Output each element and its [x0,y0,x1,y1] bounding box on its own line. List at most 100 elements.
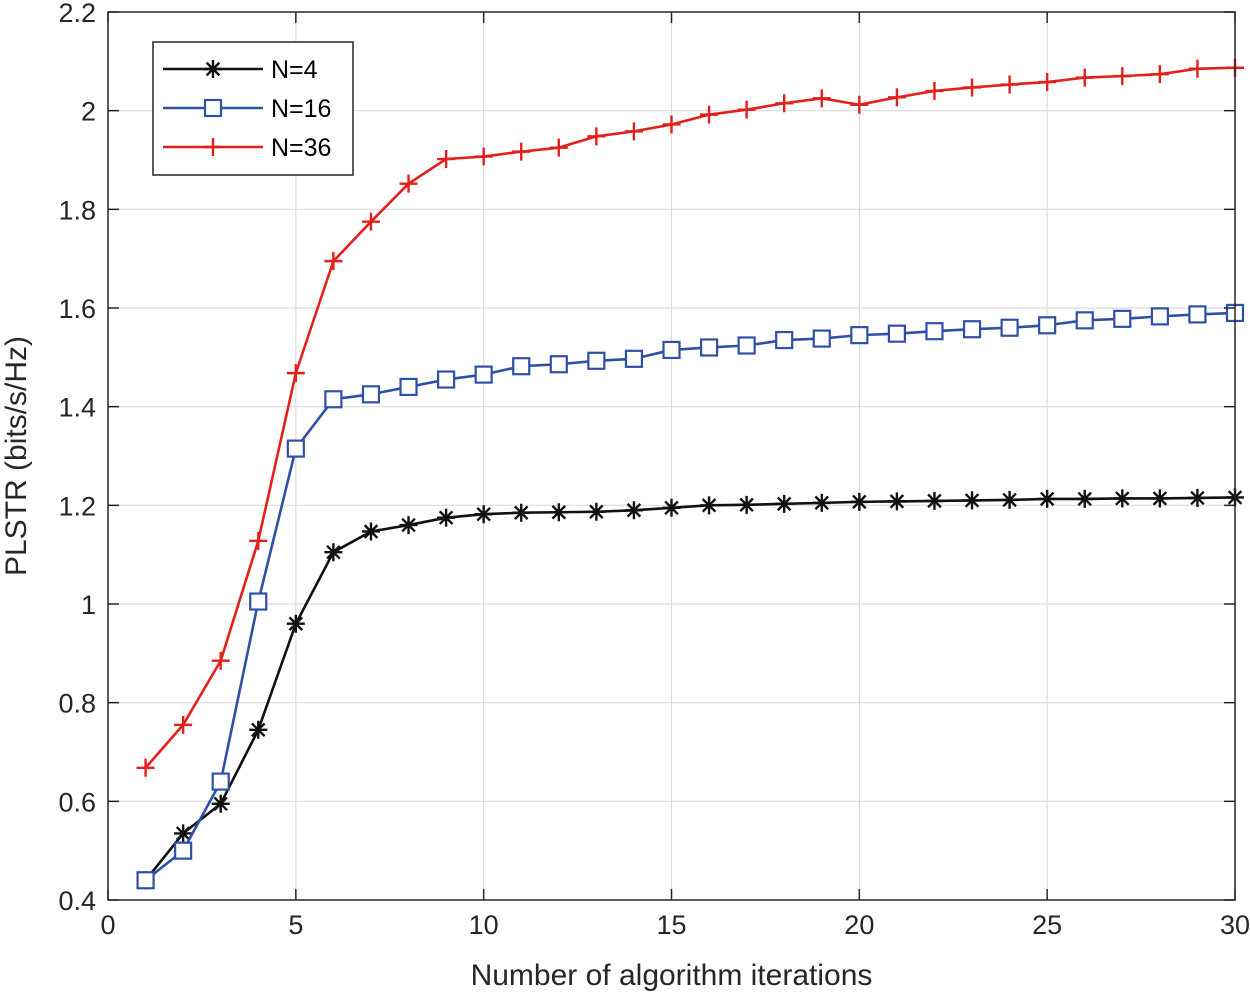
legend-item: N=16 [163,95,331,123]
data-point-square [812,329,831,348]
data-point-plus [963,78,982,97]
data-point-plus [1038,73,1057,92]
data-point-square [1150,307,1169,326]
data-point-plus [812,89,831,108]
data-point-plus [700,105,719,124]
data-point-plus [1150,65,1169,84]
data-point-asterisk [474,505,493,524]
data-point-asterisk [737,495,756,514]
data-point-square [887,324,907,343]
data-point-square [1038,316,1057,335]
series-n-4 [136,488,1244,890]
data-point-plus [399,174,418,193]
data-point-square [249,592,268,611]
data-point-square [203,98,223,118]
y-tick-label: 1.6 [58,294,96,324]
data-point-asterisk [249,720,268,739]
data-point-asterisk [1000,490,1019,509]
data-point-asterisk [662,498,681,517]
data-point-asterisk [812,493,831,512]
data-point-asterisk [211,794,230,813]
y-tick-label: 1 [81,590,96,620]
data-point-square [1188,305,1207,324]
y-tick-label: 0.6 [58,787,96,817]
data-point-asterisk [549,503,568,522]
data-point-plus [662,115,681,134]
x-tick-label: 30 [1220,910,1250,940]
data-point-plus [204,138,222,156]
data-point-asterisk [1113,489,1132,508]
data-point-square [286,439,305,458]
data-point-plus [1113,67,1132,86]
data-point-square [1075,311,1094,330]
legend-label: N=4 [271,56,318,84]
data-point-asterisk [1150,489,1169,508]
data-point-plus [512,142,531,161]
data-point-plus [737,100,756,119]
data-point-square [399,377,418,397]
x-axis-title: Number of algorithm iterations [471,959,873,992]
data-point-square [324,390,343,409]
x-tick-label: 0 [100,910,115,940]
data-point-asterisk [624,501,643,520]
data-point-asterisk [850,492,869,511]
x-tick-label: 25 [1032,910,1062,940]
data-point-plus [249,531,268,550]
x-tick-label: 15 [656,910,686,940]
data-point-square [136,871,155,890]
y-axis-title: PLSTR (bits/s/Hz) [0,336,33,576]
legend-item: N=4 [163,56,318,84]
data-point-square [474,365,493,384]
data-point-square [699,338,719,357]
data-point-plus [624,122,643,141]
data-point-square [775,330,794,350]
data-point-plus [1000,75,1019,94]
data-point-asterisk [286,614,305,633]
data-point-asterisk [399,516,418,535]
data-point-asterisk [1188,488,1207,507]
data-point-plus [587,127,606,146]
data-point-plus [1188,59,1207,78]
data-point-plus [549,138,568,157]
data-point-asterisk [1075,489,1094,508]
series-n-36 [136,58,1244,777]
x-tick-label: 20 [844,910,874,940]
y-tick-label: 1.2 [58,491,96,521]
y-tick-label: 1.8 [58,195,96,225]
axis-ticks: 0 5 10 15 20 25 30 0.4 0.6 0.8 1 1.2 1.4 1.6 1.8 2 2.2 [58,0,1250,940]
legend-label: N=16 [271,95,331,123]
data-point-square [361,385,381,404]
x-tick-label: 5 [288,910,303,940]
legend-item: N=36 [163,134,331,162]
y-tick-label: 1.4 [58,393,96,423]
y-tick-label: 2 [81,97,96,127]
data-point-plus [1075,68,1094,87]
data-point-square [737,336,756,355]
data-point-square [549,355,568,374]
y-tick-label: 2.2 [58,0,96,28]
data-point-plus [887,88,906,107]
x-tick-label: 10 [469,910,499,940]
data-point-asterisk [925,491,944,510]
series-layer [136,58,1245,890]
grid-lines [108,12,1235,900]
y-tick-label: 0.4 [58,886,96,916]
data-point-asterisk [887,492,906,511]
data-point-plus [324,252,343,271]
legend: N=4 N=16 N=36 [152,41,354,176]
series-n-16 [136,303,1245,890]
data-point-square [1000,318,1019,337]
data-point-plus [136,758,155,777]
data-point-asterisk [587,502,606,521]
data-point-asterisk [512,503,531,522]
data-point-square [925,322,944,341]
data-point-asterisk [963,491,982,510]
data-point-square [662,340,681,360]
data-point-plus [286,364,305,383]
data-point-asterisk [204,60,222,78]
legend-label: N=36 [271,134,331,162]
y-tick-label: 0.8 [58,689,96,719]
data-point-plus [775,94,794,113]
data-point-asterisk [437,508,456,527]
